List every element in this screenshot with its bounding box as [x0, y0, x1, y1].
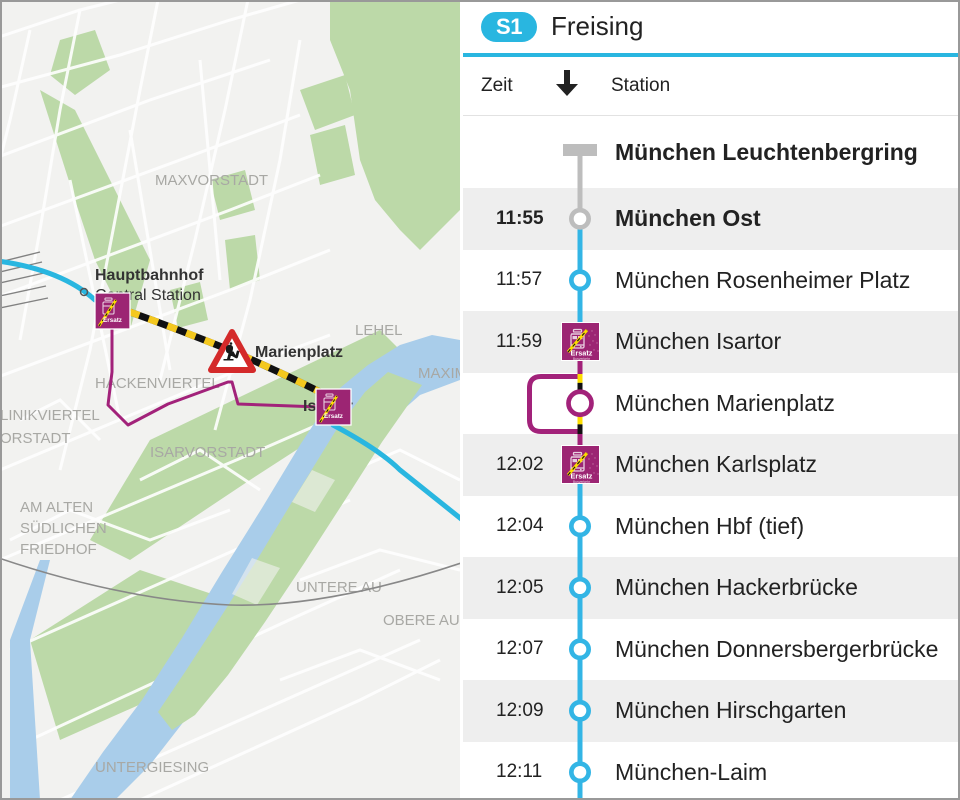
- svg-text:UNTERGIESING: UNTERGIESING: [95, 759, 209, 776]
- svg-text:LINIKVIERTEL: LINIKVIERTEL: [0, 407, 100, 424]
- svg-text:UNTERE AU: UNTERE AU: [296, 579, 382, 596]
- svg-text:Ersatz: Ersatz: [324, 413, 343, 420]
- svg-text:Busverkehr: Busverkehr: [573, 480, 591, 484]
- svg-text:ISARVORSTADT: ISARVORSTADT: [150, 444, 265, 461]
- svg-text:HACKENVIERTEL: HACKENVIERTEL: [95, 375, 220, 392]
- svg-text:MAXIM: MAXIM: [418, 365, 460, 382]
- svg-text:Ersatz: Ersatz: [103, 317, 122, 324]
- svg-text:AM ALTEN: AM ALTEN: [20, 499, 93, 516]
- svg-text:Marienplatz: Marienplatz: [255, 344, 343, 361]
- svg-text:MAXVORSTADT: MAXVORSTADT: [155, 172, 268, 189]
- svg-text:OBERE AU: OBERE AU: [383, 612, 460, 629]
- svg-text:FRIEDHOF: FRIEDHOF: [20, 541, 97, 558]
- svg-text:SÜDLICHEN: SÜDLICHEN: [20, 519, 107, 537]
- svg-text:ORSTADT: ORSTADT: [0, 430, 71, 447]
- svg-text:Busverkehr: Busverkehr: [573, 357, 591, 361]
- svg-text:LEHEL: LEHEL: [355, 322, 403, 339]
- svg-text:Hauptbahnhof: Hauptbahnhof: [95, 267, 204, 284]
